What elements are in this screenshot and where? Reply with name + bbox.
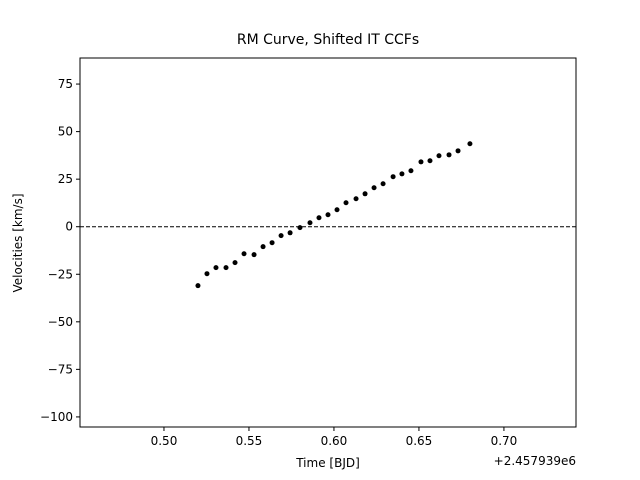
point	[390, 174, 396, 180]
point	[278, 233, 284, 239]
point	[241, 251, 247, 257]
y-tick-label: 25	[58, 172, 73, 186]
point	[380, 181, 386, 187]
y-tick-label: 75	[58, 77, 73, 91]
point	[427, 158, 433, 164]
point	[213, 265, 219, 271]
point	[325, 212, 331, 218]
point	[418, 159, 424, 165]
x-axis-label: Time [BJD]	[295, 456, 360, 470]
y-tick-label: 0	[65, 220, 73, 234]
point	[251, 252, 257, 258]
point	[223, 265, 229, 271]
point	[297, 225, 303, 231]
point	[195, 283, 201, 289]
point	[316, 215, 322, 221]
point	[446, 152, 452, 158]
point	[307, 220, 313, 226]
point	[269, 240, 275, 246]
point	[467, 141, 473, 147]
point	[399, 171, 405, 177]
x-tick-label: 0.55	[236, 434, 263, 448]
point	[334, 207, 340, 213]
x-tick-label: 0.60	[321, 434, 348, 448]
point	[204, 271, 210, 277]
point	[232, 260, 238, 266]
x-offset-label: +2.457939e6	[494, 454, 576, 468]
point	[408, 168, 414, 174]
y-tick-label: 50	[58, 125, 73, 139]
x-tick-label: 0.70	[491, 434, 518, 448]
y-tick-label: −75	[48, 362, 73, 376]
y-tick-label: −50	[48, 315, 73, 329]
point	[343, 200, 349, 206]
point	[455, 148, 461, 154]
x-tick-label: 0.50	[151, 434, 178, 448]
point	[260, 244, 266, 250]
point	[436, 153, 442, 159]
point	[362, 191, 368, 197]
point	[287, 230, 293, 236]
x-tick-label: 0.65	[406, 434, 433, 448]
y-tick-label: −25	[48, 267, 73, 281]
point	[371, 185, 377, 191]
plot-frame	[79, 57, 577, 428]
chart-title: RM Curve, Shifted IT CCFs	[237, 32, 419, 48]
y-tick-label: −100	[40, 410, 73, 424]
y-axis-label: Velocities [km/s]	[11, 193, 25, 292]
point	[353, 196, 359, 202]
